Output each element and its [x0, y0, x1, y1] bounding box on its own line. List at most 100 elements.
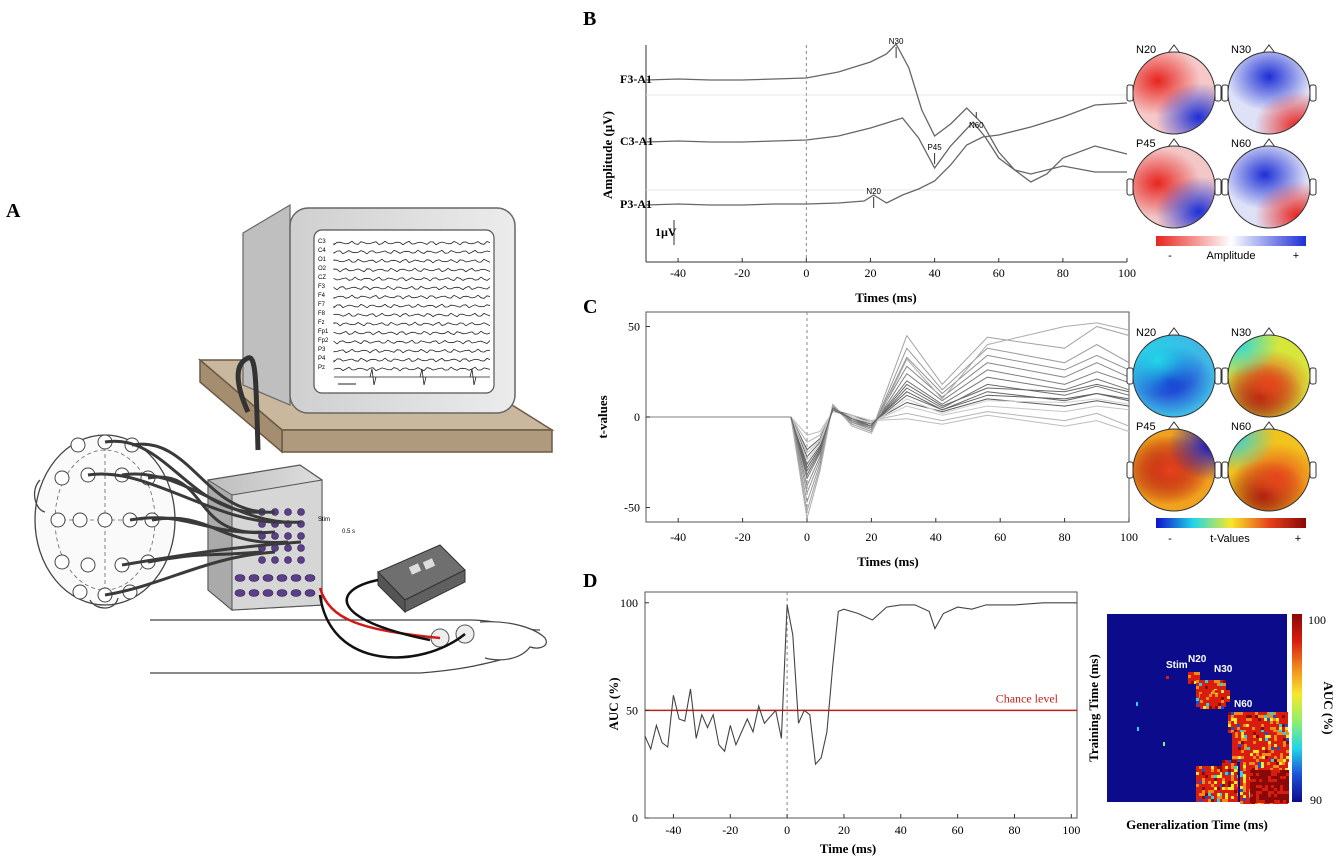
heatmap-cell: [1220, 784, 1223, 787]
eeg-trace: [333, 348, 491, 354]
electrode: [97, 512, 113, 528]
colorbar-max-label: +: [1295, 533, 1301, 545]
heatmap-cell: [1286, 735, 1289, 738]
heatmap-cell: [1203, 706, 1206, 709]
heatmap-cell: [1205, 680, 1208, 683]
heatmap-cell: [1196, 778, 1199, 781]
stim-pulse: [469, 368, 477, 386]
heatmap-cell: [1203, 694, 1206, 697]
heatmap-cell: [1253, 791, 1256, 794]
channel-label: Pz: [318, 365, 326, 371]
heatmap-cell: [1237, 721, 1240, 724]
heatmap-cell: [1268, 744, 1271, 747]
heatmap-cell: [1261, 762, 1264, 765]
electrode: [80, 557, 96, 573]
heatmap-cell: [1246, 789, 1249, 792]
heatmap-cell: [1196, 799, 1199, 802]
heatmap-cell: [1279, 762, 1282, 765]
heatmap-cell: [1255, 730, 1258, 733]
heatmap-cell: [1220, 790, 1223, 793]
heatmap-cell: [1240, 798, 1243, 801]
heatmap-cell: [1211, 781, 1214, 784]
heatmap-cell: [1280, 773, 1283, 776]
heatmap-cell: [1208, 766, 1211, 769]
heatmap-cell: [1228, 760, 1231, 763]
heatmap-cell: [1199, 689, 1202, 692]
heatmap-cell: [1234, 730, 1237, 733]
heatmap-cell: [1246, 762, 1249, 765]
colorbar-title: AUC (%): [1321, 681, 1336, 734]
heatmap-cell: [1268, 791, 1271, 794]
heatmap-cell: [1217, 787, 1220, 790]
heatmap-cell: [1259, 788, 1262, 791]
heatmap-cell: [1268, 756, 1271, 759]
electrode-cable: [121, 540, 302, 567]
heatmap-cell: [1249, 765, 1252, 768]
t-value-line: [790, 369, 1130, 480]
heatmap-cell: [1261, 718, 1264, 721]
heatmap-cell: [1202, 689, 1205, 692]
heatmap-cell: [1273, 768, 1276, 771]
heatmap-cell: [1283, 779, 1286, 782]
plot-frame: [644, 591, 1078, 819]
heatmap-cell: [1206, 703, 1209, 706]
heatmap-cell: [1231, 718, 1234, 721]
heatmap-cell: [1261, 727, 1264, 730]
heatmap-cell: [1277, 732, 1280, 735]
heatmap-cell: [1197, 675, 1200, 678]
heatmap-cell: [1267, 727, 1270, 730]
heatmap-cell: [1280, 791, 1283, 794]
heatmap-cell: [1231, 763, 1234, 766]
heatmap-cell: [1243, 721, 1246, 724]
y-axis-title: Amplitude (µV): [600, 111, 615, 199]
heatmap-cell: [1240, 777, 1243, 780]
heatmap-cell: [1265, 750, 1268, 753]
heatmap-cell: [1225, 778, 1228, 781]
heatmap-cell: [1276, 762, 1279, 765]
heatmap-cell: [1259, 794, 1262, 797]
heatmap-cell: [1250, 800, 1253, 803]
t-value-line: [790, 398, 1130, 461]
heatmap-cell: [1265, 741, 1268, 744]
topomap-outline: [1132, 51, 1216, 135]
connector-port: [262, 574, 274, 582]
heatmap-cell: [1283, 750, 1286, 753]
heatmap-cell: [1208, 692, 1211, 695]
heatmap-cell: [1279, 765, 1282, 768]
heatmap-cell: [1235, 750, 1238, 753]
heatmap-cell: [1240, 786, 1243, 789]
topomap-fill: [1133, 429, 1215, 511]
heatmap-cell: [1225, 799, 1228, 802]
heatmap-cell: [1209, 706, 1212, 709]
heatmap-cell: [1202, 769, 1205, 772]
colorbar-min-label: -: [1168, 533, 1172, 545]
heatmap-cell: [1282, 715, 1285, 718]
heatmap-cell: [1238, 759, 1241, 762]
heatmap-cell: [1228, 766, 1231, 769]
connector-port: [290, 574, 302, 582]
heatmap-cell: [1286, 741, 1289, 744]
heatmap-cell: [1277, 738, 1280, 741]
heatmap-cell: [1273, 730, 1276, 733]
heatmap-cell: [1228, 793, 1231, 796]
heatmap-cell: [1224, 699, 1227, 702]
heatmap-cell: [1268, 794, 1271, 797]
channel-label: P4: [318, 356, 326, 362]
heatmap-cell: [1235, 741, 1238, 744]
heatmap-cell: [1212, 697, 1215, 700]
heatmap-cell: [1282, 768, 1285, 771]
heatmap-cell: [1265, 756, 1268, 759]
x-tick-label: 0: [804, 530, 810, 544]
heatmap-cell: [1276, 768, 1279, 771]
heatmap-cell: [1265, 735, 1268, 738]
heatmap-cell: [1262, 741, 1265, 744]
heatmap-cell: [1271, 756, 1274, 759]
heatmap-cell: [1262, 773, 1265, 776]
heatmap-cell: [1214, 790, 1217, 793]
connector-pin: [297, 532, 305, 540]
heatmap-cell: [1280, 753, 1283, 756]
heatmap-cell: [1203, 700, 1206, 703]
erp-line: [645, 102, 1128, 206]
heatmap-cell: [1246, 795, 1249, 798]
heatmap-cell: [1227, 696, 1230, 699]
